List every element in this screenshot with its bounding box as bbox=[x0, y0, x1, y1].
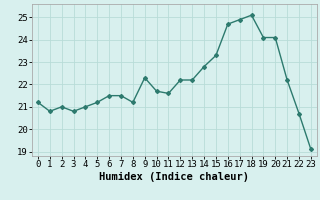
X-axis label: Humidex (Indice chaleur): Humidex (Indice chaleur) bbox=[100, 172, 249, 182]
